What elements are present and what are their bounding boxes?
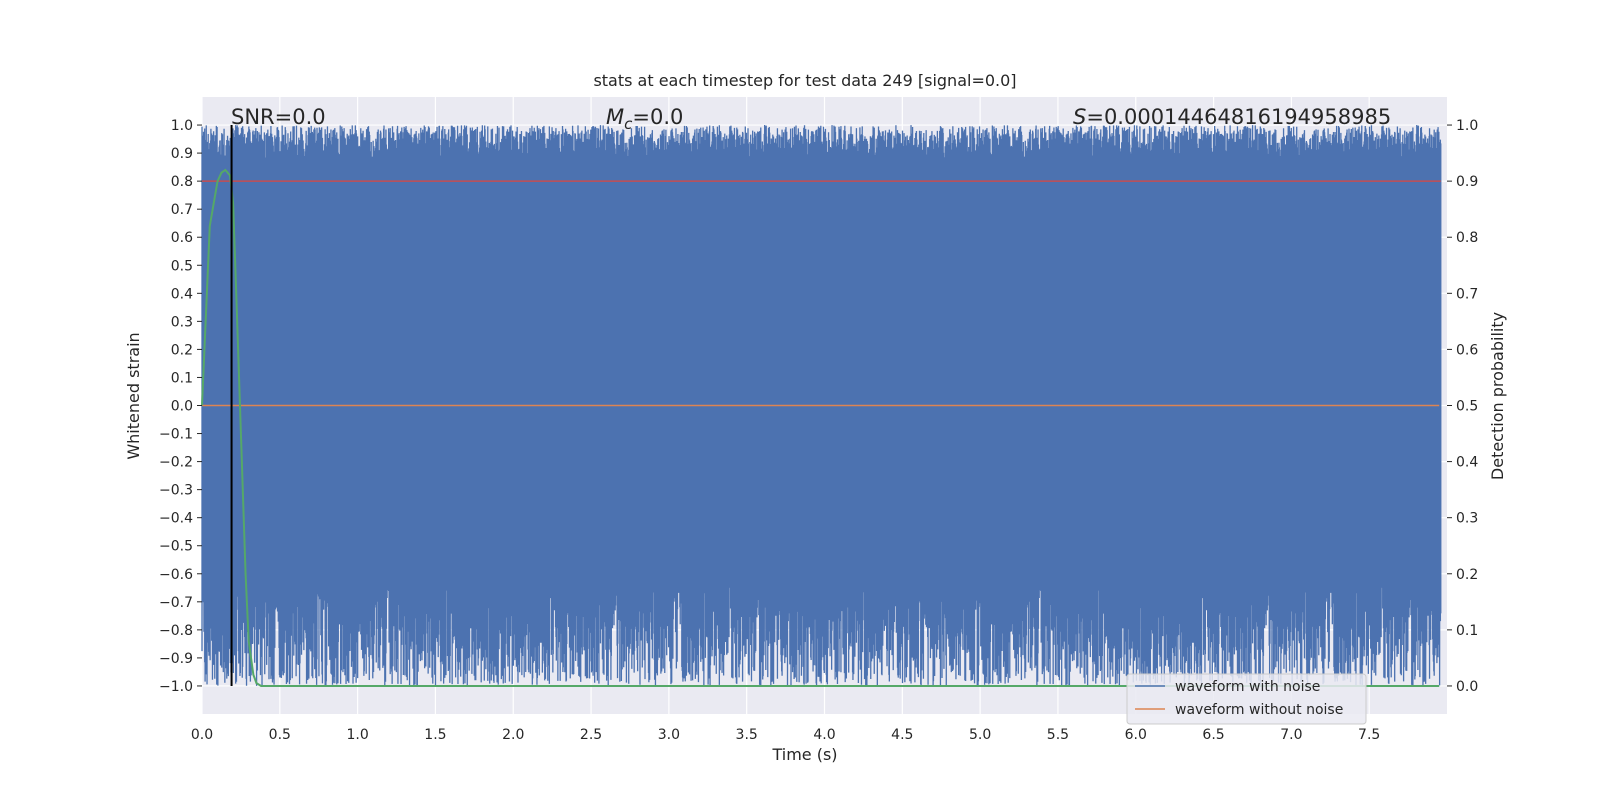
y-tick-label: 0.5 — [171, 258, 193, 274]
y-tick-label: 0.1 — [171, 370, 193, 386]
y-tick-label: −0.2 — [159, 455, 193, 471]
chart-title: stats at each timestep for test data 249… — [593, 71, 1016, 90]
s-symbol: S — [1073, 105, 1086, 129]
y-tick-label: 0.3 — [171, 314, 193, 330]
x-tick-label: 7.5 — [1358, 727, 1380, 743]
y-tick-label: −0.4 — [159, 511, 193, 527]
y-right-tick-label: 0.5 — [1456, 399, 1478, 415]
x-tick-label: 3.5 — [736, 727, 758, 743]
y-right-tick-label: 0.3 — [1456, 511, 1478, 527]
chirp-mass-annotation: Mc=0.0 — [606, 105, 683, 133]
y-right-tick-label: 0.6 — [1456, 342, 1478, 358]
x-tick-label: 2.0 — [502, 727, 524, 743]
x-tick-label: 7.0 — [1280, 727, 1302, 743]
y-tick-label: 0.6 — [171, 230, 193, 246]
x-tick-label: 6.5 — [1202, 727, 1224, 743]
y-tick-label: 0.4 — [171, 286, 193, 302]
chirp-mass-subscript: c — [624, 115, 633, 133]
snr-annotation: SNR=0.0 — [231, 105, 326, 129]
x-tick-label: 0.0 — [191, 727, 213, 743]
y-tick-label: −1.0 — [159, 679, 193, 695]
x-tick-label: 4.0 — [813, 727, 835, 743]
y-right-tick-label: 0.4 — [1456, 455, 1478, 471]
x-tick-label: 6.0 — [1125, 727, 1147, 743]
y-tick-label: −0.5 — [159, 539, 193, 555]
y-axis-right-label: Detection probability — [1488, 312, 1507, 480]
y-right-tick-label: 0.2 — [1456, 567, 1478, 583]
y-tick-label: 0.7 — [171, 202, 193, 218]
y-tick-label: 0.8 — [171, 174, 193, 190]
x-axis-label: Time (s) — [771, 745, 837, 764]
legend: waveform with noise waveform without noi… — [1126, 673, 1367, 725]
y-right-tick-label: 0.9 — [1456, 174, 1478, 190]
s-annotation: S=0.00014464816194958985 — [1073, 105, 1391, 129]
x-tick-label: 2.5 — [580, 727, 602, 743]
y-axis-label: Whitened strain — [124, 332, 143, 459]
y-tick-label: −0.9 — [159, 651, 193, 667]
x-tick-label: 5.0 — [969, 727, 991, 743]
x-tick-label: 4.5 — [891, 727, 913, 743]
chirp-mass-value: =0.0 — [632, 105, 683, 129]
x-tick-label: 3.0 — [658, 727, 680, 743]
legend-label-noise: waveform with noise — [1175, 679, 1320, 695]
y-tick-label: −0.6 — [159, 567, 193, 583]
chirp-mass-symbol: M — [606, 105, 624, 129]
series-waveform-with-noise-fill — [202, 158, 1441, 588]
y-right-tick-label: 0.8 — [1456, 230, 1478, 246]
x-tick-label: 0.5 — [269, 727, 291, 743]
series-detection-probability — [201, 168, 1440, 687]
y-tick-label: 0.2 — [171, 342, 193, 358]
x-tick-label: 5.5 — [1047, 727, 1069, 743]
y-tick-label: −0.1 — [159, 427, 193, 443]
s-value: =0.00014464816194958985 — [1086, 105, 1391, 129]
y-right-tick-label: 0.0 — [1456, 679, 1478, 695]
y-tick-label: −0.7 — [159, 595, 193, 611]
legend-box — [1126, 673, 1367, 725]
y-right-tick-label: 1.0 — [1456, 118, 1478, 134]
y-tick-label: −0.8 — [159, 623, 193, 639]
y-right-tick-label: 0.7 — [1456, 286, 1478, 302]
x-tick-label: 1.5 — [424, 727, 446, 743]
y-tick-label: 0.9 — [171, 146, 193, 162]
y-tick-label: 1.0 — [171, 118, 193, 134]
y-tick-label: −0.3 — [159, 483, 193, 499]
y-tick-label: 0.0 — [171, 399, 193, 415]
x-tick-label: 1.0 — [346, 727, 368, 743]
legend-label-clean: waveform without noise — [1175, 702, 1343, 718]
y-right-tick-label: 0.1 — [1456, 623, 1478, 639]
